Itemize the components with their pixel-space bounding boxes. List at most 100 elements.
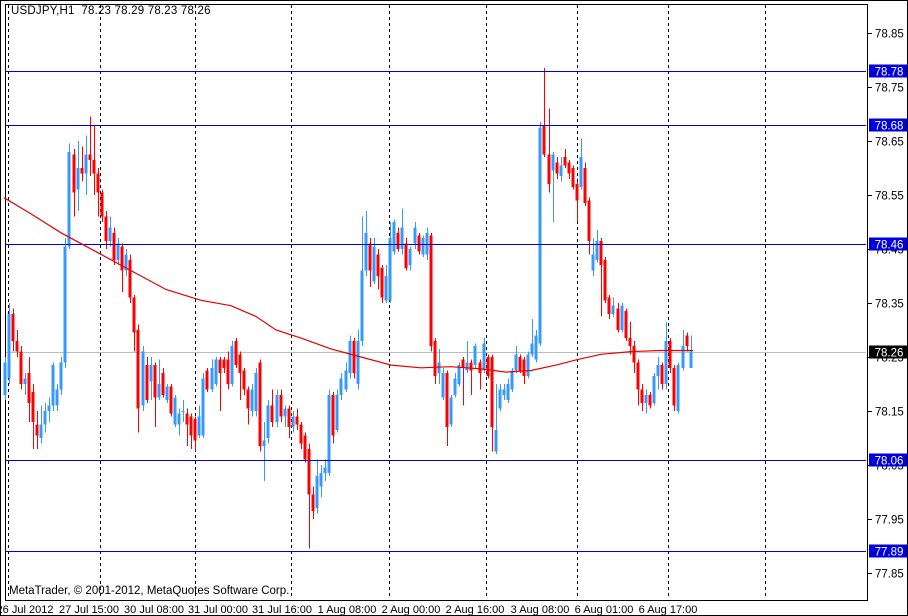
x-axis-time-label: 2 Aug 16:00 (446, 604, 505, 616)
level-price-badge-label: 78.46 (875, 240, 904, 252)
level-price-badge-label: 78.68 (875, 121, 904, 133)
candle-body-bullish (230, 346, 234, 384)
candle-body-bearish (376, 254, 380, 276)
candle-body-bullish (384, 276, 388, 301)
candle-body-bearish (648, 394, 652, 406)
y-axis-tick-label: 78.55 (875, 191, 904, 203)
candle-body-bearish (185, 413, 189, 425)
candle-body-bullish (149, 365, 153, 382)
current-price-badge (869, 345, 907, 359)
candle-body-bearish (587, 200, 591, 241)
candle-body-bullish (360, 270, 364, 341)
candle-body-bullish (473, 346, 477, 366)
chart-symbol-ohlc-label: USDJPY,H1 78.23 78.29 78.23 78.26 (11, 5, 211, 17)
candle-body-bullish (656, 365, 660, 376)
candle-body-bullish (494, 429, 498, 452)
copyright-label: MetaTrader, © 2001-2012, MetaQuotes Soft… (9, 585, 290, 597)
candle-body-bullish (514, 354, 518, 371)
candle-body-bearish (226, 359, 230, 384)
candle-body-bullish (611, 305, 615, 314)
candle-body-bullish (437, 362, 441, 374)
candle-body-bullish (372, 246, 376, 282)
candle-body-bullish (250, 389, 254, 411)
candle-body-bearish (571, 168, 575, 187)
candle-body-bullish (210, 367, 214, 390)
candle-body-bullish (681, 346, 685, 368)
candle-body-bullish (197, 416, 201, 436)
candle-body-bullish (327, 394, 331, 474)
candle-body-bearish (287, 408, 291, 428)
y-axis-tick-label: 78.35 (875, 299, 904, 311)
candle-body-bearish (246, 389, 250, 409)
candle-body-bearish (27, 373, 31, 403)
candle-body-bullish (63, 246, 67, 363)
x-axis-time-label: 6 Aug 01:00 (575, 604, 634, 616)
candle-body-bearish (15, 340, 19, 352)
candle-body-bearish (542, 124, 546, 155)
candle-body-bearish (518, 357, 522, 371)
candle-body-bullish (689, 351, 693, 368)
candle-body-bearish (380, 267, 384, 298)
candle-body-bullish (498, 389, 502, 409)
candle-body-bearish (72, 154, 76, 193)
candle-body-bearish (636, 362, 640, 390)
candle-body-bearish (567, 162, 571, 174)
candle-body-bullish (23, 378, 27, 384)
candle-body-bearish (599, 240, 603, 266)
y-axis-tick-label: 77.95 (875, 515, 904, 527)
candle-body-bullish (551, 154, 555, 171)
candle-body-bearish (575, 184, 579, 201)
candle-body-bullish (55, 389, 59, 406)
candle-body-bearish (161, 373, 165, 395)
candle-body-bullish (400, 227, 404, 249)
candle-body-bearish (145, 365, 149, 401)
candle-body-bullish (177, 413, 181, 425)
candle-body-bullish (108, 227, 112, 241)
candle-body-bullish (441, 373, 445, 398)
candle-body-bearish (234, 340, 238, 366)
candle-body-bullish (7, 313, 11, 379)
candle-body-bearish (19, 351, 23, 384)
candle-body-bearish (205, 370, 209, 390)
candle-body-bullish (559, 165, 563, 177)
candle-body-bearish (685, 335, 689, 347)
candle-body-bearish (299, 424, 303, 444)
candle-body-bearish (445, 373, 449, 428)
level-price-badge (869, 544, 907, 558)
plot-border (5, 4, 868, 601)
x-axis-time-label: 2 Aug 00:00 (382, 604, 441, 616)
y-axis-tick-label: 78.65 (875, 137, 904, 149)
candle-body-bullish (67, 151, 71, 247)
candle-body-bearish (189, 416, 193, 436)
candle-body-bullish (275, 394, 279, 422)
candle-body-bearish (80, 168, 84, 174)
candle-body-bearish (238, 354, 242, 374)
candle-body-bearish (433, 340, 437, 376)
candle-body-bullish (157, 384, 161, 398)
candle-body-bearish (136, 330, 140, 409)
candle-body-bearish (193, 419, 197, 441)
candle-body-bearish (331, 394, 335, 436)
candle-body-bearish (303, 435, 307, 460)
candle-body-bullish (84, 154, 88, 174)
level-price-badge-label: 78.06 (875, 456, 904, 468)
candle-body-bearish (490, 357, 494, 428)
candle-body-bullish (339, 378, 343, 395)
candle-body-bullish (201, 378, 205, 436)
candle-body-bearish (112, 232, 116, 260)
candle-body-bearish (352, 340, 356, 374)
candle-body-bearish (624, 311, 628, 339)
level-price-badge (869, 64, 907, 78)
candle-body-bearish (628, 338, 632, 347)
candle-body-bullish (47, 405, 51, 411)
candle-body-bearish (92, 159, 96, 174)
candle-body-bearish (632, 346, 636, 363)
candle-body-bearish (222, 359, 226, 368)
candle-body-bullish (538, 127, 542, 344)
candle-body-bullish (348, 340, 352, 374)
candle-body-bullish (335, 394, 339, 430)
candle-body-bearish (295, 416, 299, 425)
